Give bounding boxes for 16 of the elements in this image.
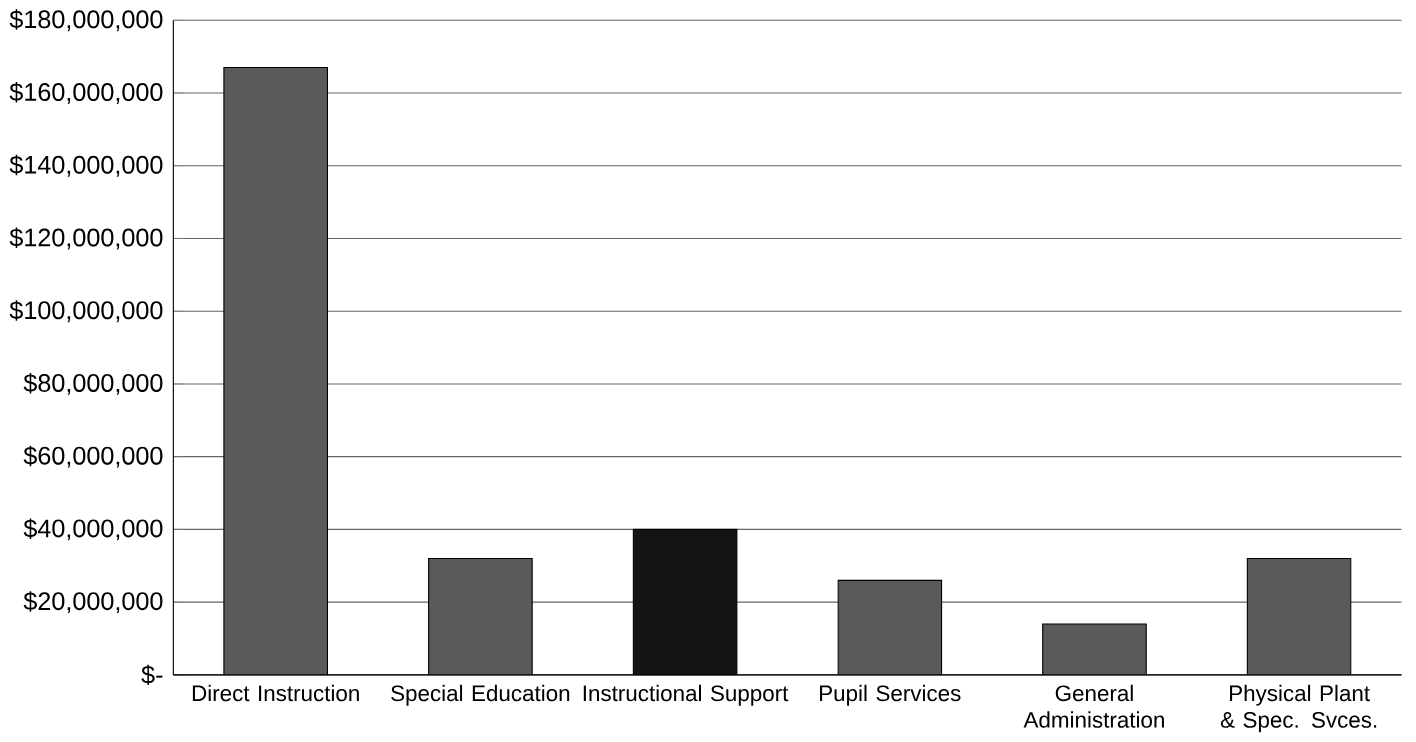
x-tick-label: Instructional Support <box>583 684 789 706</box>
y-tick-label: $60,000,000 <box>23 445 163 468</box>
y-tick-label: $180,000,000 <box>9 9 163 32</box>
y-tick-label: $100,000,000 <box>9 300 163 323</box>
y-tick-label: $40,000,000 <box>23 518 163 541</box>
y-tick-label: $80,000,000 <box>23 373 163 396</box>
y-tick-label: $120,000,000 <box>9 227 163 250</box>
y-tick-label: $140,000,000 <box>9 154 163 177</box>
x-tick-label: Direct Instruction <box>192 684 359 702</box>
y-tick-label: $- <box>141 664 163 686</box>
x-tick-label: Pupil Services <box>820 684 961 706</box>
y-tick-label: $20,000,000 <box>23 591 163 614</box>
x-tick-label: Special Education <box>391 684 570 706</box>
x-tick-label: General Administration <box>1023 684 1164 729</box>
y-tick-label: $160,000,000 <box>9 82 163 105</box>
x-tick-label: Physical Plant & Spec. Svces. <box>1220 684 1377 733</box>
